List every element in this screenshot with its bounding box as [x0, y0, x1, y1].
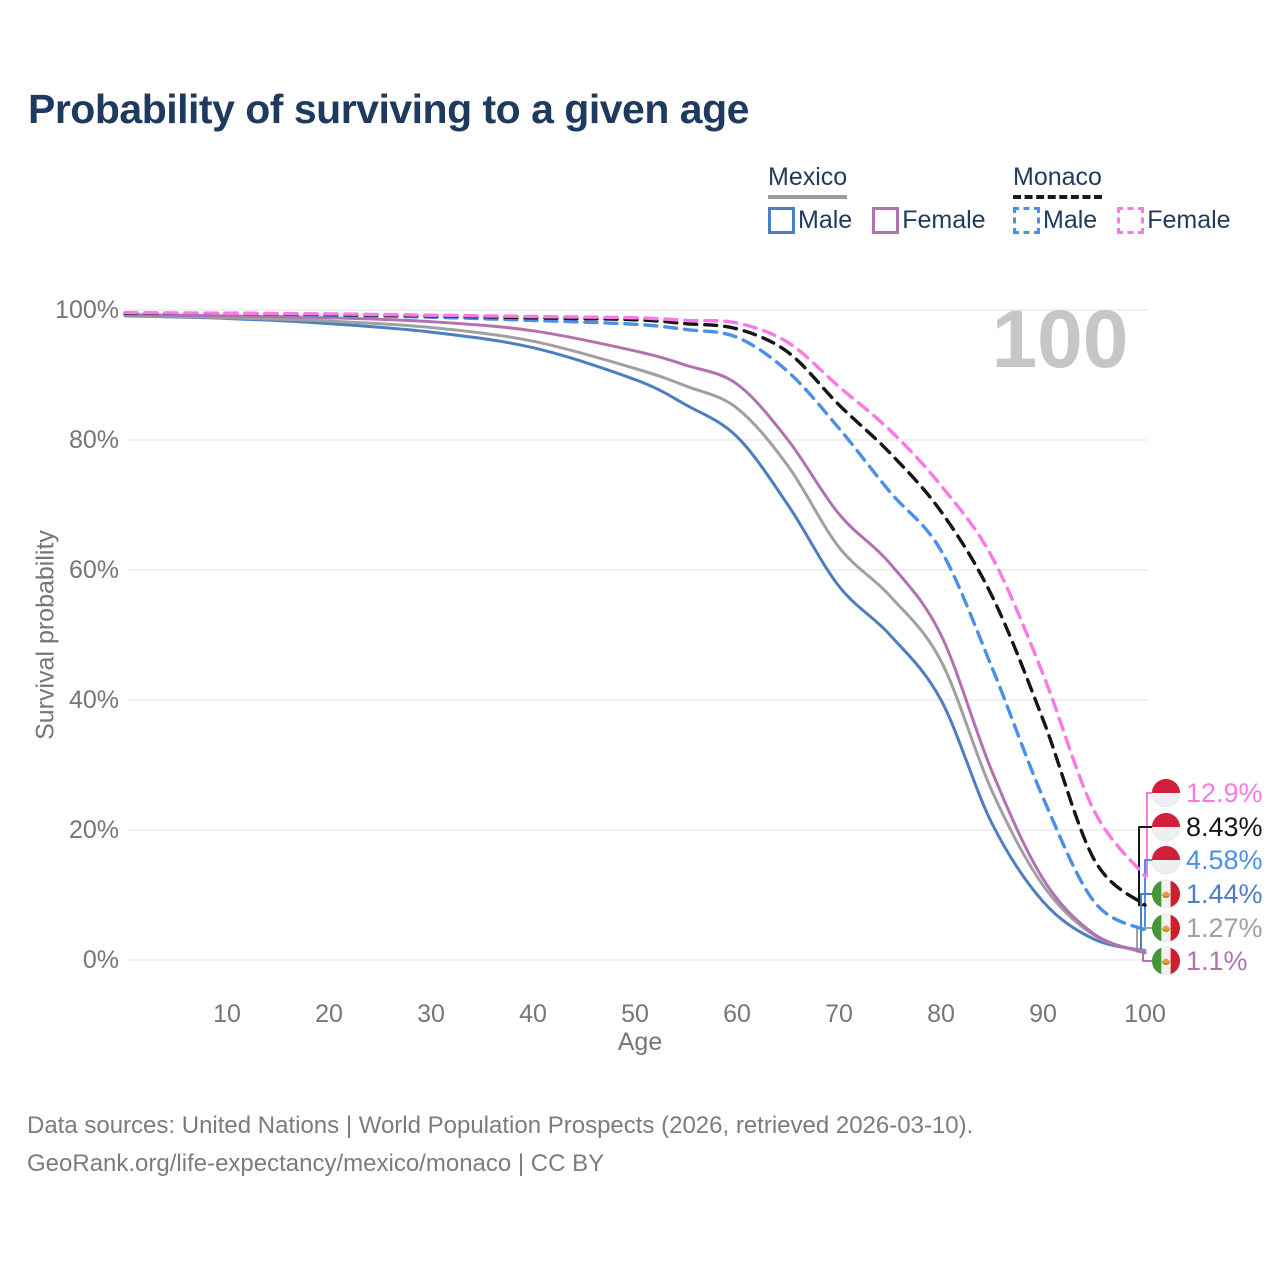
legend-item-monaco-female[interactable]: Female	[1117, 206, 1231, 235]
legend-country-monaco: Monaco	[1013, 163, 1102, 199]
mexico-flag-icon	[1151, 879, 1181, 909]
monaco-male-swatch-icon	[1013, 207, 1040, 234]
eagle-emblem	[1161, 891, 1171, 898]
mexico-male-swatch-icon	[768, 207, 795, 234]
chart-title: Probability of surviving to a given age	[28, 86, 749, 132]
y-tick-label: 40%	[69, 686, 119, 714]
end-value-label-mexico-combined: 1.27%	[1186, 913, 1263, 943]
x-tick-label: 10	[213, 1000, 241, 1028]
legend: Mexico Male Female Monaco Male	[0, 163, 1280, 243]
series-line-monaco-combined	[123, 311, 1147, 907]
monaco-flag-icon	[1151, 778, 1181, 808]
monaco-flag-icon	[1151, 812, 1181, 842]
eagle-emblem	[1161, 925, 1171, 932]
series-line-mexico-male	[123, 314, 1147, 953]
data-sources: Data sources: United Nations | World Pop…	[27, 1107, 973, 1183]
y-tick-label: 80%	[69, 426, 119, 454]
end-value-label-monaco-combined: 8.43%	[1186, 812, 1263, 842]
monaco-female-swatch-icon	[1117, 207, 1145, 234]
x-tick-label: 70	[825, 1000, 853, 1028]
legend-item-mexico-female[interactable]: Female	[872, 206, 986, 235]
series-line-mexico-female	[123, 313, 1147, 955]
end-value-label-mexico-female: 1.1%	[1186, 946, 1248, 976]
legend-item-label: Male	[1043, 206, 1098, 234]
legend-country-mexico: Mexico	[768, 163, 848, 199]
mexico-flag-icon	[1151, 946, 1181, 976]
age-100-watermark: 100	[992, 294, 1129, 385]
legend-item-label: Male	[798, 206, 853, 234]
x-tick-label: 20	[315, 1000, 343, 1028]
x-tick-label: 90	[1029, 1000, 1057, 1028]
end-value-label-monaco-female: 12.9%	[1186, 778, 1263, 808]
end-value-label-mexico-male: 1.44%	[1186, 879, 1263, 909]
x-tick-label: 100	[1124, 1000, 1166, 1028]
x-tick-label: 60	[723, 1000, 751, 1028]
x-tick-label: 50	[621, 1000, 649, 1028]
series-line-monaco-male	[123, 311, 1147, 932]
x-axis-title: Age	[617, 1028, 663, 1056]
legend-item-label: Female	[902, 206, 986, 234]
legend-item-mexico-male[interactable]: Male	[768, 206, 852, 235]
end-label-connector	[1145, 792, 1152, 878]
footer-line-1: Data sources: United Nations | World Pop…	[27, 1112, 974, 1139]
legend-item-monaco-male[interactable]: Male	[1013, 206, 1097, 235]
footer-line-2: GeoRank.org/life-expectancy/mexico/monac…	[27, 1150, 605, 1177]
y-tick-label: 20%	[69, 816, 119, 844]
series-line-mexico-combined	[123, 313, 1147, 954]
end-value-label-monaco-male: 4.58%	[1186, 845, 1263, 875]
x-tick-label: 30	[417, 1000, 445, 1028]
legend-group-monaco: Monaco Male Female	[1013, 163, 1231, 235]
legend-group-mexico: Mexico Male Female	[768, 163, 986, 235]
x-tick-label: 80	[927, 1000, 955, 1028]
mexico-female-swatch-icon	[872, 207, 900, 234]
y-tick-label: 60%	[69, 556, 119, 584]
mexico-flag-icon	[1151, 913, 1181, 943]
legend-item-label: Female	[1147, 206, 1231, 234]
eagle-emblem	[1161, 958, 1171, 965]
series-line-monaco-female	[123, 310, 1147, 878]
x-tick-label: 40	[519, 1000, 547, 1028]
y-tick-label: 100%	[55, 296, 119, 324]
end-label-connector	[1140, 893, 1152, 952]
y-tick-label: 0%	[83, 946, 119, 974]
monaco-flag-icon	[1151, 845, 1181, 875]
